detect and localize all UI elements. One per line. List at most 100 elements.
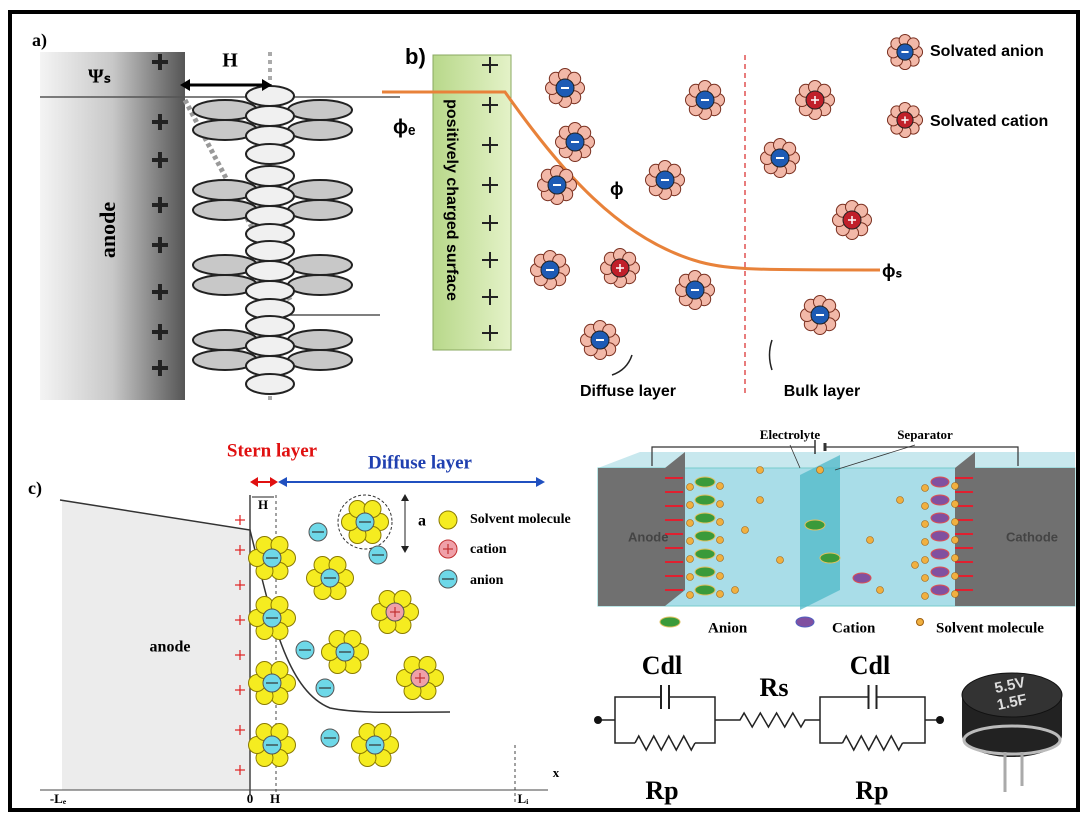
solvent-ellipse: [288, 330, 352, 350]
solvent: [742, 527, 749, 534]
anion: [695, 477, 715, 487]
axis-label: -Lₑ: [50, 791, 67, 806]
legend-solvent: [439, 511, 457, 529]
solvent: [952, 591, 959, 598]
panel-label: b): [405, 44, 426, 69]
solvent: [687, 520, 694, 527]
capacitor-label: Cdl: [850, 651, 890, 680]
solvent: [877, 587, 884, 594]
diffuse-label: Diffuse layer: [368, 452, 473, 473]
anode-label: anode: [150, 639, 191, 656]
solvent-ellipse: [288, 255, 352, 275]
phi-s-label: ϕₛ: [882, 261, 902, 281]
legend-cation: [796, 617, 814, 627]
legend-text: Cation: [832, 620, 876, 636]
solvent: [777, 557, 784, 564]
solvent-ellipse: [288, 275, 352, 295]
solvent: [732, 587, 739, 594]
electrolyte-label: Electrolyte: [760, 427, 821, 442]
solvent: [952, 555, 959, 562]
cation: [931, 567, 949, 577]
cathode-label: Cathode: [1006, 529, 1058, 544]
stern-label: Stern layer: [227, 440, 318, 461]
solvent: [867, 537, 874, 544]
separator: [800, 455, 840, 610]
legend-text: Anion: [708, 620, 748, 636]
legend-anion: [660, 617, 680, 627]
solvent-ellipse: [246, 86, 294, 106]
solvent-ellipse: [288, 350, 352, 370]
panel-label: c): [28, 478, 42, 499]
solvent: [952, 537, 959, 544]
legend-text: anion: [470, 573, 504, 588]
legend-text: Solvated anion: [930, 43, 1044, 60]
separator-label: Separator: [897, 427, 953, 442]
solvent: [717, 591, 724, 598]
axis-label: 0: [247, 791, 254, 806]
solvent: [687, 574, 694, 581]
terminal: [594, 716, 602, 724]
potential-label: Ψₛ: [88, 66, 111, 88]
cation: [931, 531, 949, 541]
solvent-ellipse: [288, 200, 352, 220]
anode-label: Anode: [628, 529, 668, 544]
solvent-ellipse: [246, 144, 294, 164]
resistor-label: Rp: [645, 776, 678, 805]
solvent: [922, 575, 929, 582]
solvent: [717, 483, 724, 490]
solvent-ellipse: [246, 374, 294, 394]
solvent: [922, 557, 929, 564]
surface-label: positively charged surface: [443, 99, 460, 301]
solvent: [757, 467, 764, 474]
solvent: [717, 537, 724, 544]
solvent-ellipse: [246, 336, 294, 356]
solvent: [717, 501, 724, 508]
solvent: [687, 484, 694, 491]
cation: [931, 585, 949, 595]
diffuse-label: Diffuse layer: [580, 383, 676, 400]
a-label: a: [418, 513, 426, 530]
bulk-label: Bulk layer: [784, 383, 860, 400]
solvent-ellipse: [246, 186, 294, 206]
terminal: [936, 716, 944, 724]
phi-e-label: ϕₑ: [393, 116, 416, 138]
cation: [931, 477, 949, 487]
resistor-label: Rp: [855, 776, 888, 805]
solvent: [922, 485, 929, 492]
solvent: [912, 562, 919, 569]
solvent-ellipse: [288, 100, 352, 120]
anion: [695, 549, 715, 559]
cation: [931, 513, 949, 523]
solvent-ellipse: [288, 180, 352, 200]
solvent: [757, 497, 764, 504]
anode-label: anode: [95, 202, 120, 258]
anion: [695, 567, 715, 577]
solvent: [817, 467, 824, 474]
anion: [695, 513, 715, 523]
cation: [931, 549, 949, 559]
solvent: [687, 592, 694, 599]
solvent-ellipse: [288, 120, 352, 140]
solvent: [952, 501, 959, 508]
resistor-label: Rs: [760, 673, 789, 702]
solvent: [897, 497, 904, 504]
axis-label: Lᵢ: [518, 791, 530, 806]
solvent-ellipse: [246, 261, 294, 281]
phi-label: ϕ: [610, 179, 624, 199]
solvent-ellipse: [246, 316, 294, 336]
solvent: [922, 503, 929, 510]
anion: [695, 531, 715, 541]
anion: [820, 553, 840, 563]
solvent: [952, 483, 959, 490]
h-label: H: [258, 497, 268, 512]
solvent: [717, 519, 724, 526]
legend-text: Solvent molecule: [936, 620, 1044, 636]
solvent: [952, 573, 959, 580]
axis-title: x: [553, 765, 560, 780]
anion: [695, 585, 715, 595]
legend-solvent: [917, 619, 924, 626]
solvent: [687, 502, 694, 509]
figure: a)ΨₛHanodepositively charged surfaceb)ϕₑ…: [0, 0, 1086, 818]
solvent-ellipse: [246, 106, 294, 126]
capacitor-label: Cdl: [642, 651, 682, 680]
